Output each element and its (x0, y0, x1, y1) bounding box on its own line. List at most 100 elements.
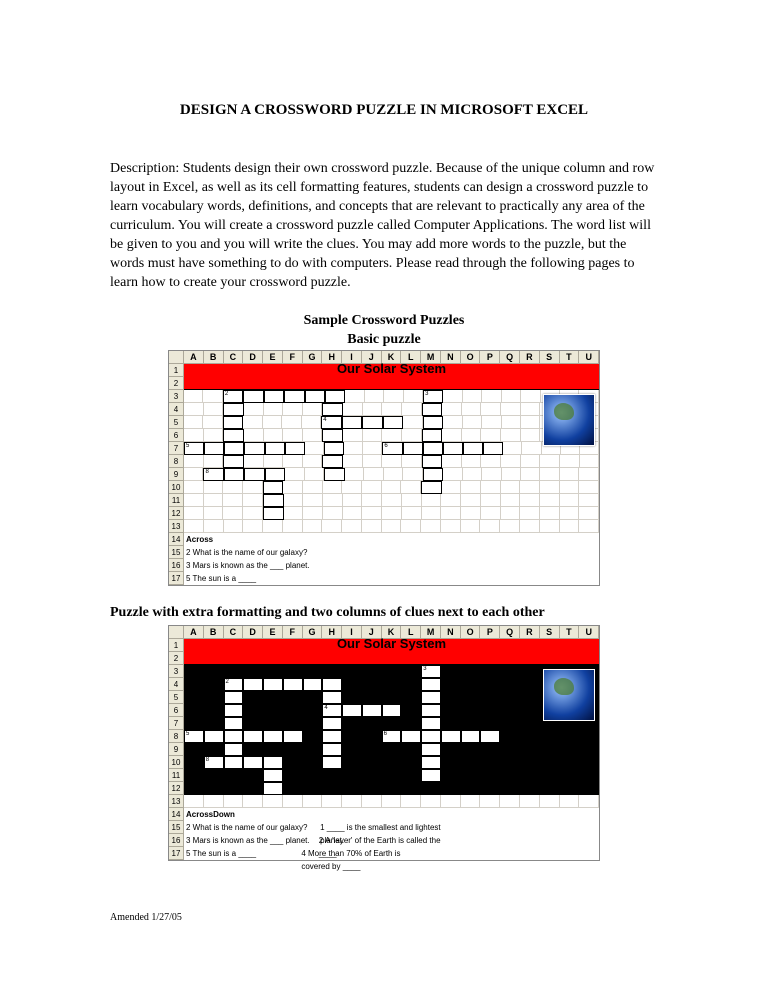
grid-cell (461, 691, 481, 704)
grid-cell (520, 678, 540, 691)
excel-col-header: G (303, 626, 323, 639)
grid-cell (520, 494, 540, 507)
grid-cell (342, 691, 362, 704)
grid-cell (264, 455, 284, 468)
grid-cell (442, 455, 462, 468)
down-clue: 1 ____ is the smallest and lightest plan… (320, 821, 454, 834)
excel-row-header: 9 (169, 468, 184, 481)
grid-cell (243, 691, 263, 704)
grid-cell (443, 442, 463, 455)
description-paragraph: Description: Students design their own c… (110, 160, 658, 292)
grid-cell (263, 717, 283, 730)
grid-cell (520, 743, 540, 756)
grid-cell (461, 795, 481, 808)
grid-cell (422, 429, 443, 442)
grid-cell (401, 481, 421, 494)
grid-cell (204, 403, 224, 416)
grid-cell (404, 390, 423, 403)
excel-col-header: F (283, 626, 303, 639)
grid-cell (461, 494, 481, 507)
grid-cell (401, 704, 421, 717)
grid-cell (204, 481, 224, 494)
grid-cell (520, 730, 540, 743)
excel-row-header: 14 (169, 808, 184, 821)
grid-cell (382, 717, 402, 730)
grid-cell (442, 481, 462, 494)
grid-cell (364, 468, 383, 481)
grid-cell (243, 494, 263, 507)
excel-col-header: O (461, 626, 481, 639)
grid-cell (283, 665, 303, 678)
grid-cell (441, 717, 461, 730)
grid-cell (521, 429, 541, 442)
grid-cell (441, 704, 461, 717)
grid-cell (344, 442, 363, 455)
excel-row-header: 5 (169, 416, 184, 429)
grid-cell (204, 769, 224, 782)
grid-cell (520, 704, 540, 717)
grid-cell (184, 494, 204, 507)
grid-cell (362, 678, 382, 691)
grid-cell (263, 756, 283, 769)
excel-col-header: C (224, 351, 244, 364)
grid-cell (580, 455, 600, 468)
grid-cell (362, 416, 382, 429)
grid-cell (243, 678, 263, 691)
puzzle-title-bar-bottom (184, 377, 599, 390)
excel-col-header: S (540, 351, 560, 364)
excel-col-header: S (540, 626, 560, 639)
grid-cell (520, 782, 540, 795)
grid-cell (243, 782, 263, 795)
grid-cell (265, 442, 285, 455)
grid-cell (204, 678, 224, 691)
grid-cell (461, 743, 481, 756)
grid-cell (322, 743, 342, 756)
grid-cell (285, 468, 304, 481)
grid-cell (342, 678, 362, 691)
extra-format-heading: Puzzle with extra formatting and two col… (110, 604, 658, 623)
grid-cell (342, 520, 362, 533)
grid-cell (184, 403, 204, 416)
grid-cell (303, 520, 323, 533)
grid-cell (322, 730, 342, 743)
grid-cell (520, 717, 540, 730)
grid-cell (224, 717, 244, 730)
grid-cell (382, 678, 402, 691)
excel-row-header: 6 (169, 429, 184, 442)
grid-cell (204, 704, 224, 717)
grid-cell: 2 (223, 390, 243, 403)
grid-cell (520, 520, 540, 533)
clue-number: 2 (225, 390, 228, 398)
grid-cell (265, 468, 285, 481)
grid-cell (243, 756, 263, 769)
puzzle-title-bar-bottom (184, 652, 599, 665)
grid-cell (501, 455, 521, 468)
excel-col-header: C (224, 626, 244, 639)
grid-cell (322, 403, 343, 416)
grid-cell (421, 756, 441, 769)
grid-cell (421, 678, 441, 691)
grid-cell (362, 481, 382, 494)
grid-cell (540, 468, 559, 481)
grid-cell (421, 691, 441, 704)
grid-cell (402, 507, 422, 520)
excel-row-header: 2 (169, 377, 184, 390)
grid-cell (502, 468, 521, 481)
grid-cell (323, 507, 343, 520)
grid-cell (204, 691, 224, 704)
grid-cell (480, 665, 500, 678)
grid-cell (303, 691, 323, 704)
grid-cell (441, 795, 461, 808)
grid-cell (441, 756, 461, 769)
grid-cell (302, 416, 321, 429)
grid-cell (462, 429, 482, 442)
grid-cell (441, 520, 461, 533)
grid-cell (500, 717, 520, 730)
grid-cell (322, 769, 342, 782)
grid-cell (343, 429, 363, 442)
grid-cell (224, 730, 244, 743)
grid-cell (521, 390, 540, 403)
grid-cell (184, 665, 204, 678)
grid-cell (461, 665, 481, 678)
grid-cell (322, 455, 343, 468)
